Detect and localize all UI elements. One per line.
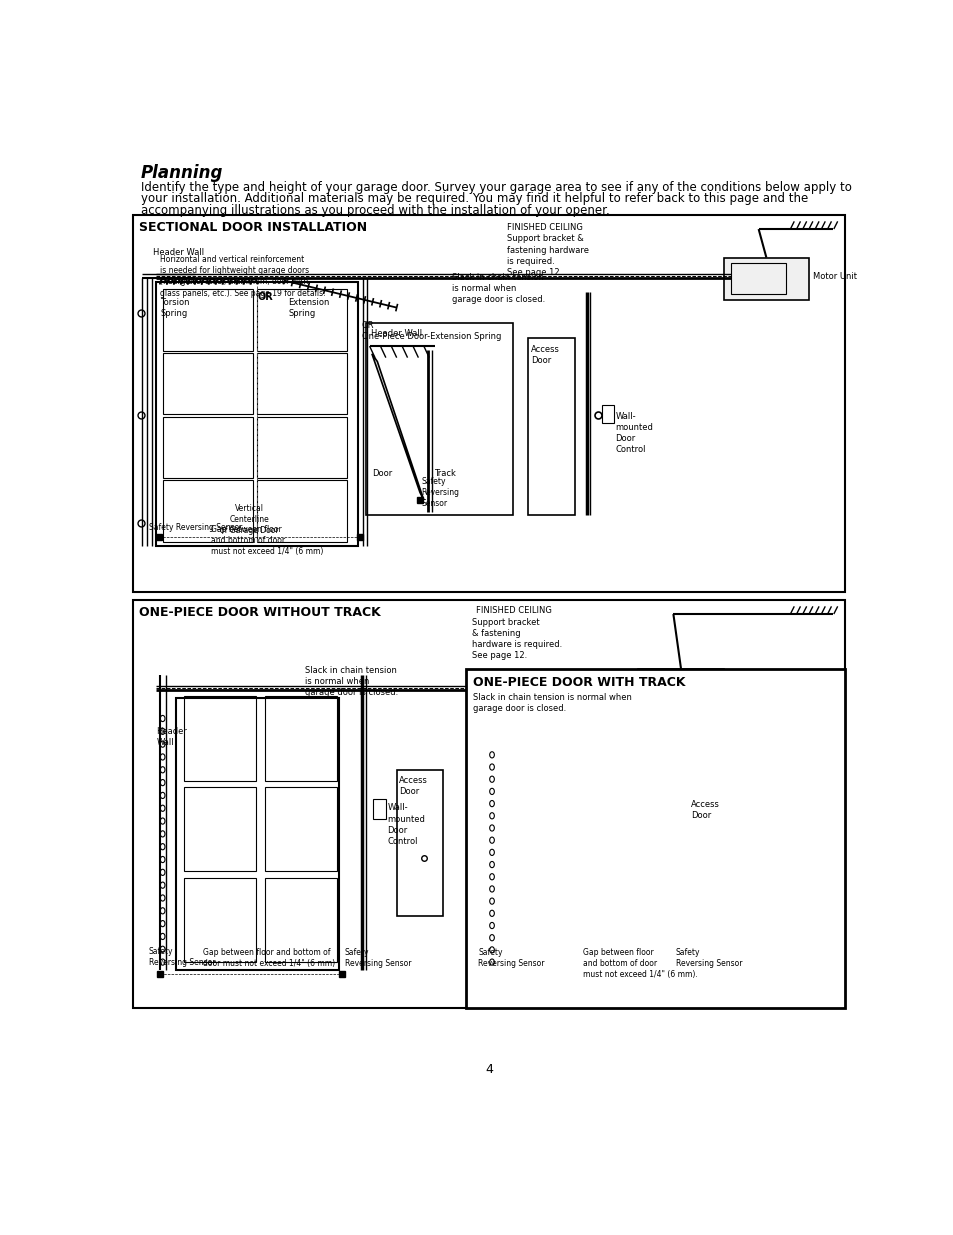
Bar [365,324,513,515]
Text: Safety
Reversing Sensor: Safety Reversing Sensor [149,947,215,967]
Text: 4: 4 [484,1063,493,1077]
Bar [162,416,253,478]
Bar [601,405,614,424]
Bar [133,215,843,593]
Text: your installation. Additional materials may be required. You may find it helpful: your installation. Additional materials … [141,193,807,205]
Text: Gap between floor and bottom of
door must not exceed 1/4" (6 mm): Gap between floor and bottom of door mus… [203,948,335,968]
Text: OR
One-Piece Door-Extension Spring: OR One-Piece Door-Extension Spring [361,321,500,341]
Bar [507,892,584,963]
Text: Motor Unit: Motor Unit [812,272,856,282]
Bar [257,353,347,414]
Bar [528,338,575,515]
Text: FINISHED CEILING: FINISHED CEILING [476,606,551,615]
Text: Vertical
Centerline
of Garage Door: Vertical Centerline of Garage Door [220,504,278,535]
Bar [731,263,785,294]
Bar [162,353,253,414]
Text: Access
Door: Access Door [530,345,559,364]
Text: Header Wall: Header Wall [371,330,422,338]
Bar [183,697,255,781]
Bar [645,674,700,705]
Text: Identify the type and height of your garage door. Survey your garage area to see: Identify the type and height of your gar… [141,180,851,194]
Text: SECTIONAL DOOR INSTALLATION: SECTIONAL DOOR INSTALLATION [139,221,367,235]
Bar [175,698,338,969]
Text: Torsion
Spring: Torsion Spring [160,299,190,319]
Bar [265,787,336,872]
Bar [689,793,740,931]
Bar [265,697,336,781]
Bar [265,878,336,962]
Text: Header
Wall: Header Wall [156,727,187,747]
Text: Track: Track [434,469,456,478]
Bar [592,813,670,885]
Text: accompanying illustrations as you proceed with the installation of your opener.: accompanying illustrations as you procee… [141,204,609,216]
Bar [257,480,347,542]
Text: Safety
Reversing Sensor: Safety Reversing Sensor [344,948,411,968]
Text: Gap between floor
and bottom of door
must not exceed 1/4" (6 mm): Gap between floor and bottom of door mus… [211,525,323,556]
Text: Support bracket
& fastening
hardware is required.
See page 12.: Support bracket & fastening hardware is … [472,618,561,661]
Text: Planning: Planning [141,163,223,182]
Bar [162,289,253,351]
Text: Safety
Reversing
Sensor: Safety Reversing Sensor [421,477,459,508]
Text: Access
Door: Access Door [398,776,428,795]
Text: Extension
Spring: Extension Spring [288,299,329,319]
Bar [466,669,843,1008]
Bar [507,813,584,885]
Bar [592,735,670,806]
Text: Gap between floor
and bottom of door
must not exceed 1/4" (6 mm).: Gap between floor and bottom of door mus… [582,948,697,979]
Text: Door: Door [372,469,392,478]
Text: Slack in chain tension
is normal when
garage door is closed.: Slack in chain tension is normal when ga… [305,666,398,697]
Bar [638,669,723,711]
Text: Slack in chain tension
is normal when
garage door is closed.: Slack in chain tension is normal when ga… [452,273,545,304]
Text: Horizontal and vertical reinforcement
is needed for lightweight garage doors
(fi: Horizontal and vertical reinforcement is… [160,256,326,298]
Bar [133,600,843,1008]
Bar [592,892,670,963]
Bar [183,787,255,872]
Polygon shape [372,353,423,500]
Text: ONE-PIECE DOOR WITHOUT TRACK: ONE-PIECE DOOR WITHOUT TRACK [139,606,381,619]
Text: FINISHED CEILING: FINISHED CEILING [506,222,582,232]
Text: ONE-PIECE DOOR WITH TRACK: ONE-PIECE DOOR WITH TRACK [472,676,684,689]
Text: Wall-
mounted
Door
Control: Wall- mounted Door Control [615,411,653,453]
Text: Wall-
mounted
Door
Control: Wall- mounted Door Control [387,804,425,846]
Bar [373,799,385,819]
Text: OR: OR [257,293,273,303]
Text: Slack in chain tension is normal when
garage door is closed.: Slack in chain tension is normal when ga… [472,693,631,713]
Bar [183,878,255,962]
Text: Header Wall: Header Wall [152,247,204,257]
Bar [507,735,584,806]
Text: Safety Reversing Sensor: Safety Reversing Sensor [149,524,242,532]
Text: Access
Door: Access Door [691,800,720,820]
Text: Safety
Reversing Sensor: Safety Reversing Sensor [477,948,544,968]
Bar [257,416,347,478]
Bar [257,289,347,351]
Bar [156,282,357,546]
Bar [162,480,253,542]
Bar [500,735,671,969]
Bar [396,769,443,916]
Text: Support bracket &
fastening hardware
is required.
See page 12.: Support bracket & fastening hardware is … [506,235,588,277]
Text: Safety
Reversing Sensor: Safety Reversing Sensor [675,948,741,968]
Text: Motor Unit: Motor Unit [727,684,771,693]
Bar [723,258,808,300]
